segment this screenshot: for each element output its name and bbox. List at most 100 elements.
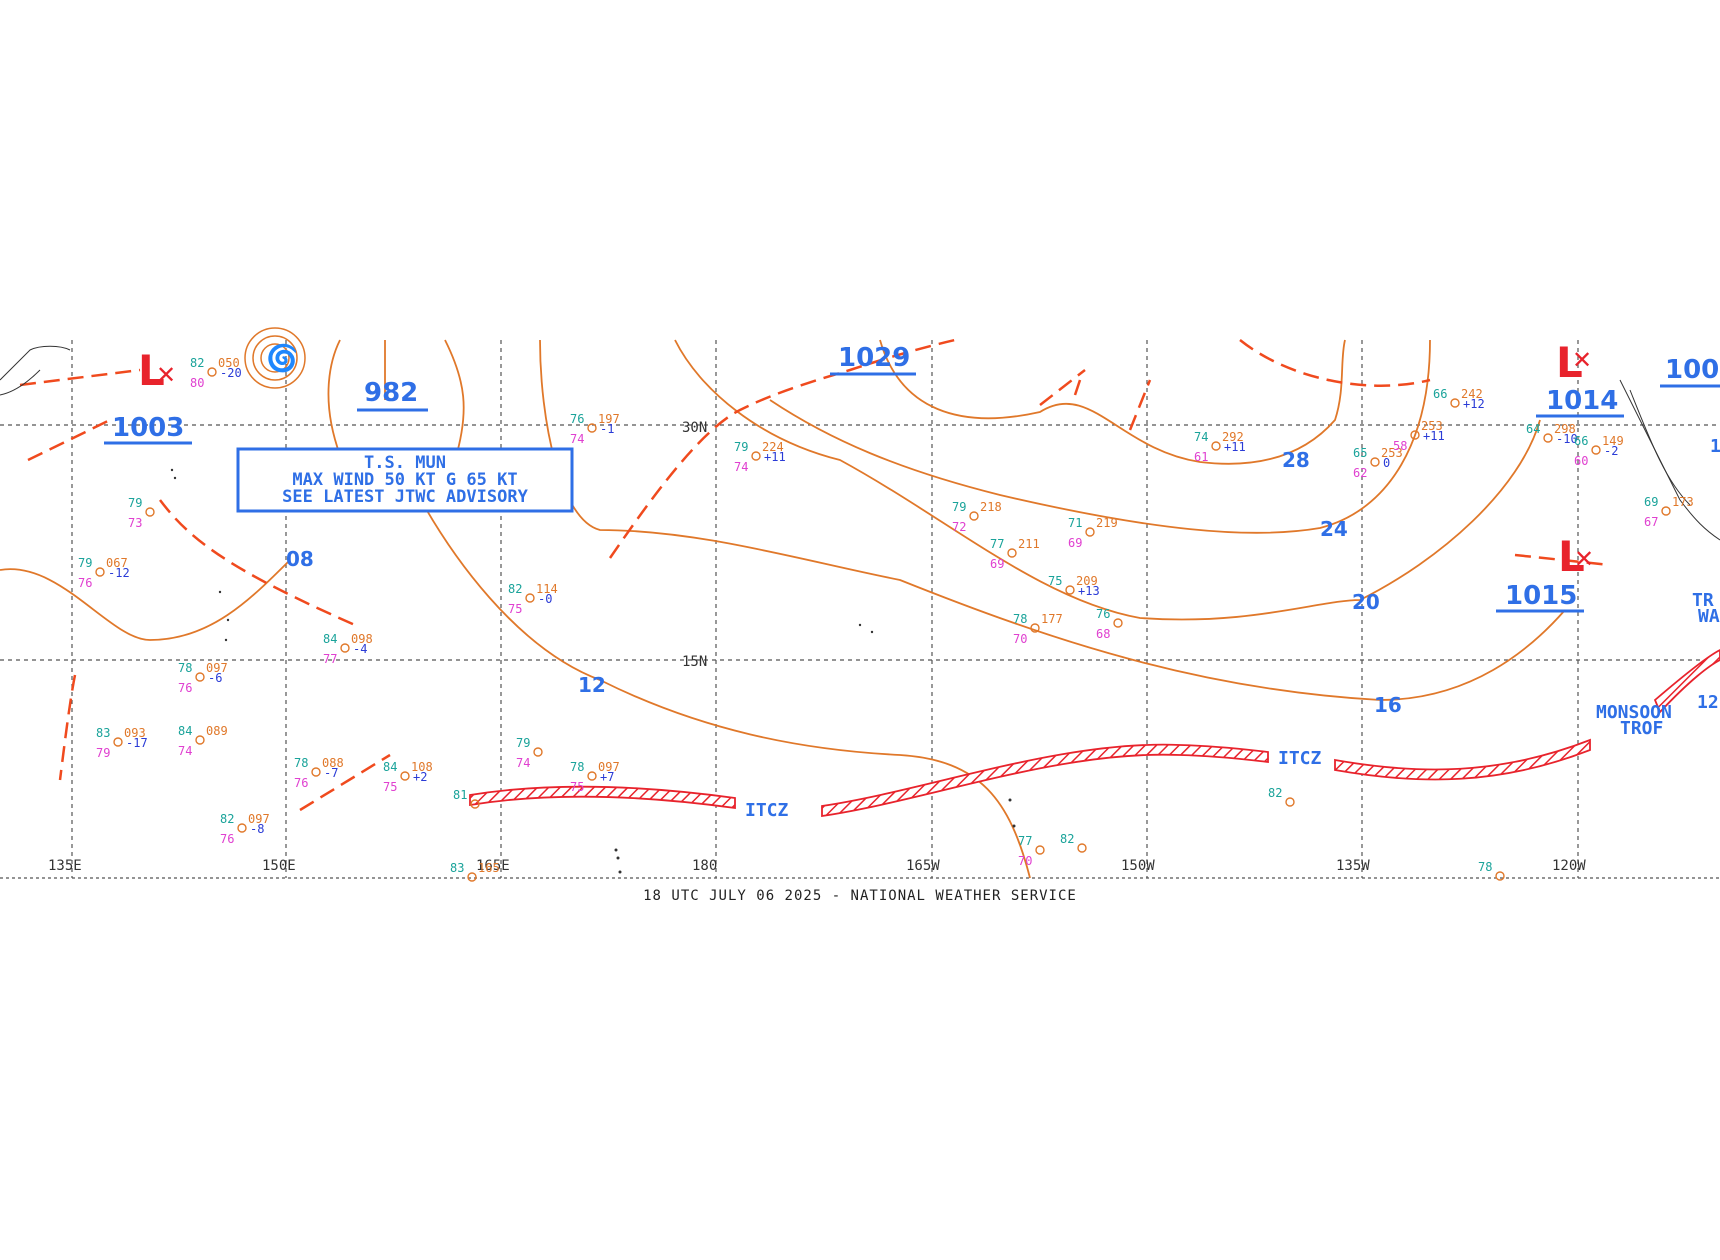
station-circle-icon (969, 511, 979, 521)
station-circle-icon (1211, 441, 1221, 451)
station-circle-icon (1410, 430, 1420, 440)
isobar-label-24: 24 (1320, 517, 1348, 541)
station-circle-icon (311, 767, 321, 777)
station-pressure: 253 (1381, 446, 1403, 460)
station-pressure: 197 (598, 412, 620, 426)
station-temperature: 74 (1194, 430, 1208, 444)
svg-text:🌀: 🌀 (266, 342, 298, 374)
station-circle-icon (195, 735, 205, 745)
station-pressure-tendency: +11 (764, 450, 786, 464)
low-symbol: L (138, 346, 165, 395)
isobar-label-08: 08 (286, 547, 314, 571)
station-pressure: 050 (218, 356, 240, 370)
pressure-value-1014: 1014 (1546, 386, 1618, 416)
station-temperature: 76 (1096, 607, 1110, 621)
station-circle-icon (237, 823, 247, 833)
station-pressure-tendency: +11 (1423, 429, 1445, 443)
station-temperature: 77 (990, 537, 1004, 551)
station-pressure: 067 (106, 556, 128, 570)
station-dewpoint: 72 (952, 520, 966, 534)
station-dewpoint: 74 (178, 744, 192, 758)
station-circle-icon (1065, 585, 1075, 595)
lat-label-15n: 15N (682, 654, 707, 670)
station-pressure: 088 (322, 756, 344, 770)
lon-label-135e: 135E (48, 858, 82, 874)
pressure-value-1003: 1003 (112, 413, 184, 443)
station-temperature: 66 (1433, 387, 1447, 401)
station-temperature: 78 (570, 760, 584, 774)
map-footer: 18 UTC JULY 06 2025 - NATIONAL WEATHER S… (643, 888, 1077, 904)
advisory-line-1: T.S. MUN (364, 453, 446, 473)
monsoon-label: MONSOON (1596, 702, 1672, 723)
station-temperature: 78 (1013, 612, 1027, 626)
station-circle-icon (207, 367, 217, 377)
station-pressure: 218 (980, 500, 1002, 514)
coastlines (0, 345, 1720, 541)
low-x-icon: ✕ (1574, 545, 1594, 573)
station-pressure: 242 (1461, 387, 1483, 401)
station-temperature: 84 (383, 760, 397, 774)
station-circle-icon (340, 643, 350, 653)
station-pressure: 177 (1041, 612, 1063, 626)
station-pressure: 108 (411, 760, 433, 774)
advisory-line-2: MAX WIND 50 KT G 65 KT (292, 470, 517, 490)
low-x-icon: ✕ (1572, 346, 1592, 374)
station-temperature: 65 (1353, 446, 1367, 460)
station-pressure: 298 (1554, 422, 1576, 436)
station-circle-icon (1085, 527, 1095, 537)
station-circle-icon (1030, 623, 1040, 633)
troughs (19, 338, 1611, 812)
station-temperature: 84 (323, 632, 337, 646)
station-dewpoint: 76 (220, 832, 234, 846)
station-dewpoint: 77 (323, 652, 337, 666)
station-circle-icon (1450, 398, 1460, 408)
station-temperature: 64 (1526, 422, 1540, 436)
station-pressure: 114 (536, 582, 558, 596)
station-pressure: 224 (762, 440, 784, 454)
low-center-1003: L ✕ 1003 (104, 346, 192, 445)
station-circle-icon (1591, 445, 1601, 455)
station-pressure-tendency: -20 (220, 366, 242, 380)
station-dewpoint: 60 (1574, 454, 1588, 468)
station-temperature: 69 (1644, 495, 1658, 509)
station-pressure: 097 (598, 760, 620, 774)
pressure-value-100: 100 (1665, 355, 1719, 385)
station-circle-icon (145, 507, 155, 517)
station-pressure-tendency: +13 (1078, 584, 1100, 598)
station-dewpoint: 67 (1644, 515, 1658, 529)
station-temperature: 76 (570, 412, 584, 426)
station-temperature: 75 (1048, 574, 1062, 588)
station-pressure-tendency: -10 (1556, 432, 1578, 446)
station-pressure: 149 (1602, 434, 1624, 448)
pressure-centers: L ✕ 1003 982 1029 L ✕ 1014 L ✕ 1015 100 (104, 338, 1720, 613)
station-temperature: 71 (1068, 516, 1082, 530)
station-circle-icon (533, 747, 543, 757)
station-pressure-tendency: -1 (600, 422, 614, 436)
isobar-label-12: 12 (578, 673, 606, 697)
pressure-value-982: 982 (364, 378, 418, 408)
station-circle-icon (470, 799, 480, 809)
station-pressure: 211 (1018, 537, 1040, 551)
station-dewpoint: 76 (294, 776, 308, 790)
station-pressure-tendency: -7 (324, 766, 338, 780)
station-dewpoint: 73 (128, 516, 142, 530)
tropical-wave-label-2: WA (1698, 606, 1720, 627)
high-center-1029: 1029 (830, 343, 916, 376)
lon-label-120w: 120W (1552, 858, 1586, 874)
isobar-label-16: 16 (1374, 693, 1402, 717)
station-temperature: 78 (1478, 860, 1492, 874)
station-dewpoint: 68 (1096, 627, 1110, 641)
station-dewpoint: 75 (570, 780, 584, 794)
station-pressure-tendency: +7 (600, 770, 614, 784)
station-pressure-tendency: -17 (126, 736, 148, 750)
isobar-labels: 08 12 16 20 24 28 (286, 448, 1402, 717)
station-circle-icon (525, 593, 535, 603)
isobars (0, 339, 1566, 879)
longitude-labels: 135E 150E 165E 180 165W 150W 135W 120W (48, 858, 1586, 874)
station-pressure: 292 (1222, 430, 1244, 444)
low-x-icon: ✕ (156, 361, 176, 389)
high-center-982: 982 (357, 378, 428, 412)
station-pressure-tendency: -12 (108, 566, 130, 580)
station-pressure: 097 (206, 661, 228, 675)
